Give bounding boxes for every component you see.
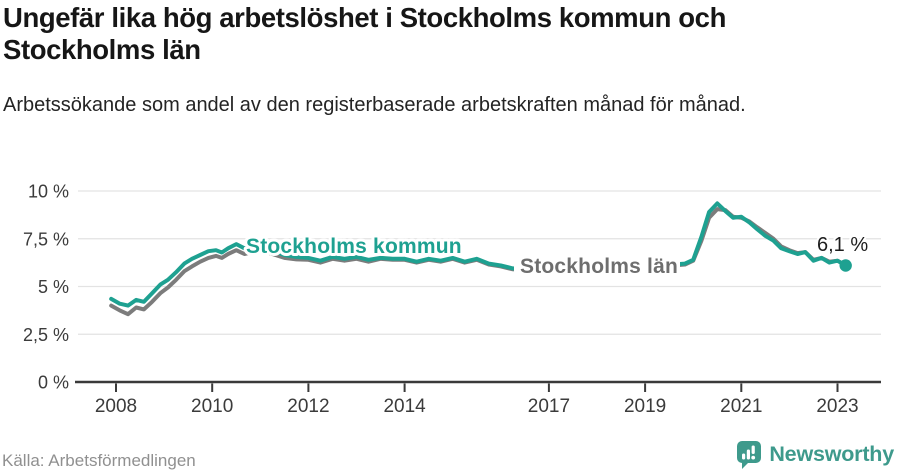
- series-end-dot: [839, 259, 852, 272]
- x-axis-ticks: [115, 383, 839, 392]
- series-label-stockholms-kommun: Stockholms kommun: [246, 235, 462, 258]
- y-tick-label-5 %: 5 %: [38, 277, 69, 297]
- y-tick-label-7,5 %: 7,5 %: [23, 229, 69, 249]
- x-tick-label-2012: 2012: [287, 396, 329, 417]
- source-note: Källa: Arbetsförmedlingen: [2, 451, 196, 470]
- chart-title: Ungefär lika hög arbetslöshet i Stockhol…: [3, 2, 726, 66]
- y-tick-label-0 %: 0 %: [38, 373, 69, 393]
- newsworthy-wordmark: Newsworthy: [769, 442, 894, 466]
- y-axis-labels: 0 % 2,5 % 5 % 7,5 % 10 %: [23, 182, 69, 393]
- x-tick-label-2023: 2023: [816, 396, 858, 417]
- newsworthy-icon: [737, 441, 762, 469]
- y-tick-label-10 %: 10 %: [28, 182, 69, 202]
- y-tick-label-2,5 %: 2,5 %: [23, 325, 69, 345]
- x-tick-label-2010: 2010: [191, 396, 233, 417]
- series-line-stockholms-kommun: [109, 201, 848, 308]
- x-tick-label-2021: 2021: [720, 396, 762, 417]
- x-tick-label-2019: 2019: [624, 396, 666, 417]
- newsworthy-logo: Newsworthy: [736, 440, 894, 469]
- x-tick-label-2014: 2014: [383, 396, 426, 417]
- chart-subtitle: Arbetssökande som andel av den registerb…: [3, 94, 746, 116]
- series-label-background: [514, 253, 680, 279]
- series-label-stockholms-lan: Stockholms län: [520, 255, 678, 278]
- x-tick-label-2017: 2017: [528, 396, 570, 417]
- x-axis-labels: 2008 2010 2012 2014 2017 2019 2021 2023: [95, 396, 859, 417]
- x-tick-label-2008: 2008: [95, 396, 137, 417]
- end-value-annotation: 6,1 %: [817, 234, 868, 256]
- series-line-stockholms-lan: [109, 207, 848, 317]
- gridlines: [78, 190, 881, 335]
